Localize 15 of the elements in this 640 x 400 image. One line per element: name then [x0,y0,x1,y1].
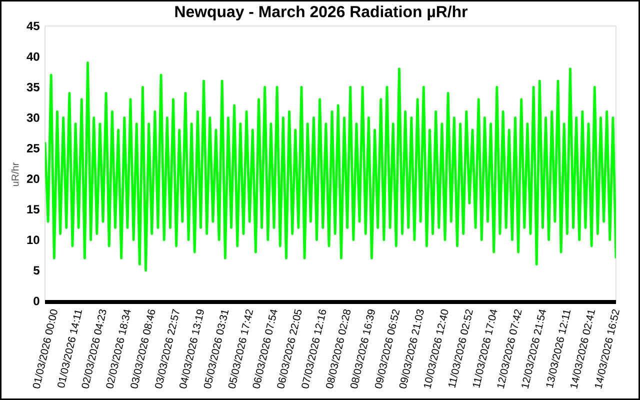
x-tick-label: 11/03/2026 17:04 [472,310,498,388]
y-tick-label: 5 [34,266,40,275]
chart-title: Newquay - March 2026 Radiation µR/hr [175,6,468,20]
y-tick-label: 45 [26,22,40,30]
y-tick-label: 35 [26,82,40,92]
y-tick-label: 40 [26,52,40,61]
x-tick-label: 11/03/2026 02:52 [448,309,473,388]
line-series [45,61,616,272]
y-tick-label: 0 [34,296,40,306]
y-tick-label: 10 [27,236,40,244]
y-axis-title: uR/hr [11,162,19,186]
y-tick-label: 20 [26,174,40,184]
y-tick-label: 15 [27,205,40,214]
y-tick-label: 30 [26,113,40,122]
y-tick-label: 25 [26,144,40,152]
